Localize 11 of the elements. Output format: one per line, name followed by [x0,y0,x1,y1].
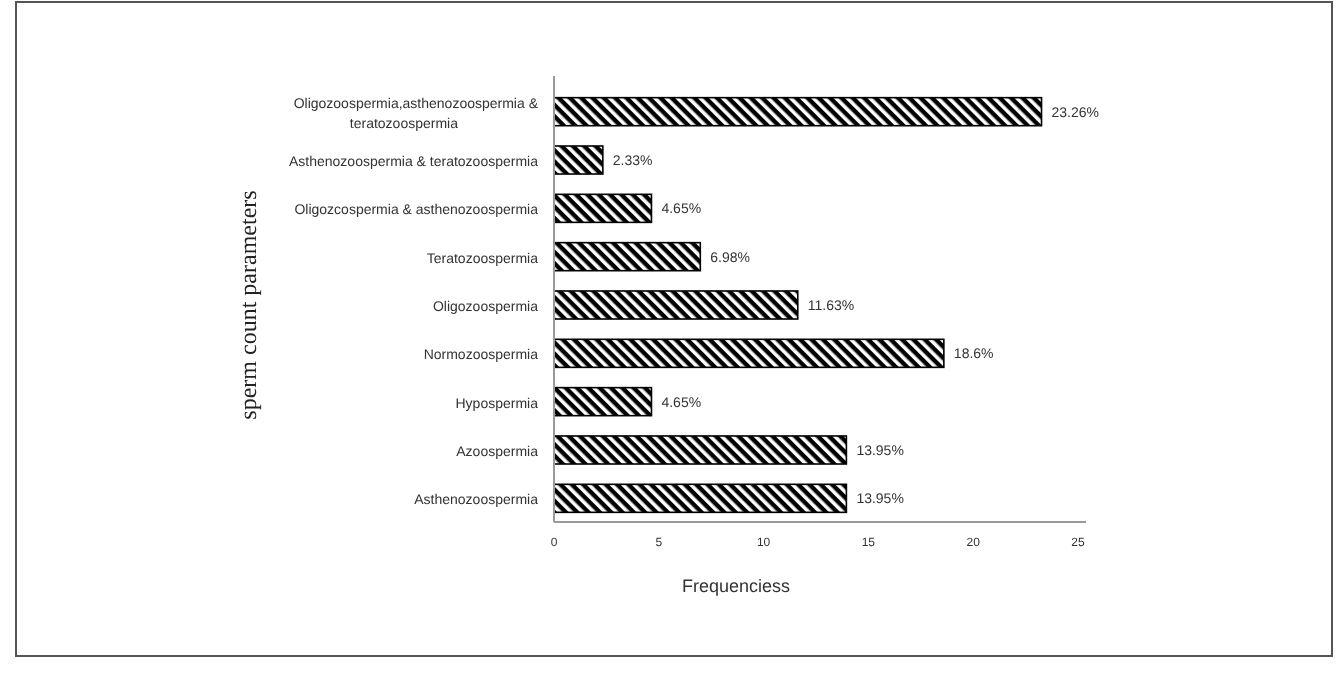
bar [553,435,848,465]
bar [553,96,1043,127]
bar [553,290,799,320]
bar [553,193,653,224]
bar [553,145,604,175]
bar [553,483,848,514]
bar [553,338,945,369]
x-axis-title: Frequenciess [681,576,792,596]
bar [553,386,653,417]
bar [553,241,702,272]
y-axis-title: sperm count parameters [234,189,262,420]
